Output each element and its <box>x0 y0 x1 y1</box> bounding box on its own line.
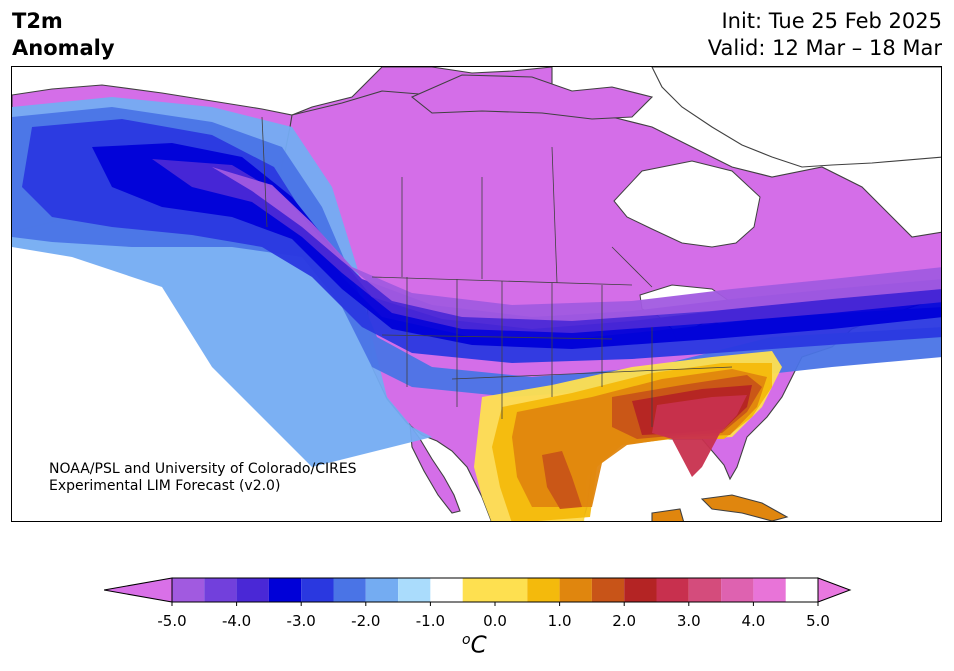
colorbar-extend-max <box>817 577 852 603</box>
colorbar-bin <box>591 578 625 602</box>
state-border <box>381 334 613 340</box>
title-line-2: Anomaly <box>12 36 115 60</box>
colorbar-tick-label: 5.0 <box>806 612 830 630</box>
credit-line-1: NOAA/PSL and University of Colorado/CIRE… <box>49 461 357 477</box>
colorbar-tick-label: 2.0 <box>612 612 637 630</box>
arctic-islands <box>410 74 654 120</box>
title-line-1: T2m <box>12 9 63 33</box>
baja-peninsula <box>409 423 461 514</box>
colorbar-tick-label: 4.0 <box>741 612 766 630</box>
colorbar-bin <box>462 578 528 602</box>
colorbar-bin <box>172 578 205 602</box>
colorbar-bin <box>301 578 334 602</box>
colorbar-tick-label: -3.0 <box>286 612 316 630</box>
cuba <box>700 494 789 521</box>
colorbar-bin <box>398 578 431 602</box>
province-border <box>261 116 268 228</box>
colorbar-bin <box>688 578 722 602</box>
anomaly-map-canvas <box>12 67 941 521</box>
valid-dates: Valid: 12 Mar – 18 Mar <box>707 36 942 60</box>
colorbar-tick-label: -5.0 <box>157 612 187 630</box>
anomaly-map <box>11 66 942 522</box>
unit-degree: o <box>462 632 471 648</box>
colorbar-bin <box>430 578 463 602</box>
greenland-landmass <box>651 67 941 168</box>
hudson-bay <box>613 160 761 248</box>
unit-letter: C <box>470 632 487 659</box>
province-border <box>611 246 653 288</box>
colorbar-bin <box>236 578 269 602</box>
anom-band-p3 <box>652 395 747 477</box>
colorbar-bin <box>333 578 366 602</box>
colorbar-tick-label: 3.0 <box>676 612 701 630</box>
colorbar-bin <box>559 578 592 602</box>
colorbar-bin <box>721 578 754 602</box>
province-border <box>551 146 558 284</box>
colorbar-tick-label: -2.0 <box>351 612 381 630</box>
init-date: Init: Tue 25 Feb 2025 <box>721 9 942 33</box>
colorbar-bin <box>656 578 689 602</box>
colorbar-tick-label: -1.0 <box>415 612 446 630</box>
colorbar-swatches <box>103 577 852 606</box>
map-title: T2m Anomaly <box>12 8 115 62</box>
anom-band-p2-mexico <box>542 451 582 509</box>
colorbar-tick-label: 0.0 <box>483 612 507 630</box>
colorbar-unit: oC <box>462 632 487 659</box>
colorbar-bin <box>268 578 302 602</box>
credit-text: NOAA/PSL and University of Colorado/CIRE… <box>49 461 357 495</box>
colorbar-tick-label: 1.0 <box>547 612 572 630</box>
forecast-dates: Init: Tue 25 Feb 2025 Valid: 12 Mar – 18… <box>708 8 942 62</box>
colorbar-extend-min <box>103 577 173 603</box>
credit-line-2: Experimental LIM Forecast (v2.0) <box>49 478 281 494</box>
colorbar-bin <box>527 578 560 602</box>
colorbar <box>103 576 852 610</box>
yucatan <box>651 508 685 521</box>
colorbar-bin <box>753 578 786 602</box>
colorbar-bin <box>624 578 657 602</box>
colorbar-bin <box>204 578 237 602</box>
colorbar-tick-label: -4.0 <box>221 612 252 630</box>
colorbar-bin <box>365 578 399 602</box>
state-border <box>451 366 733 380</box>
